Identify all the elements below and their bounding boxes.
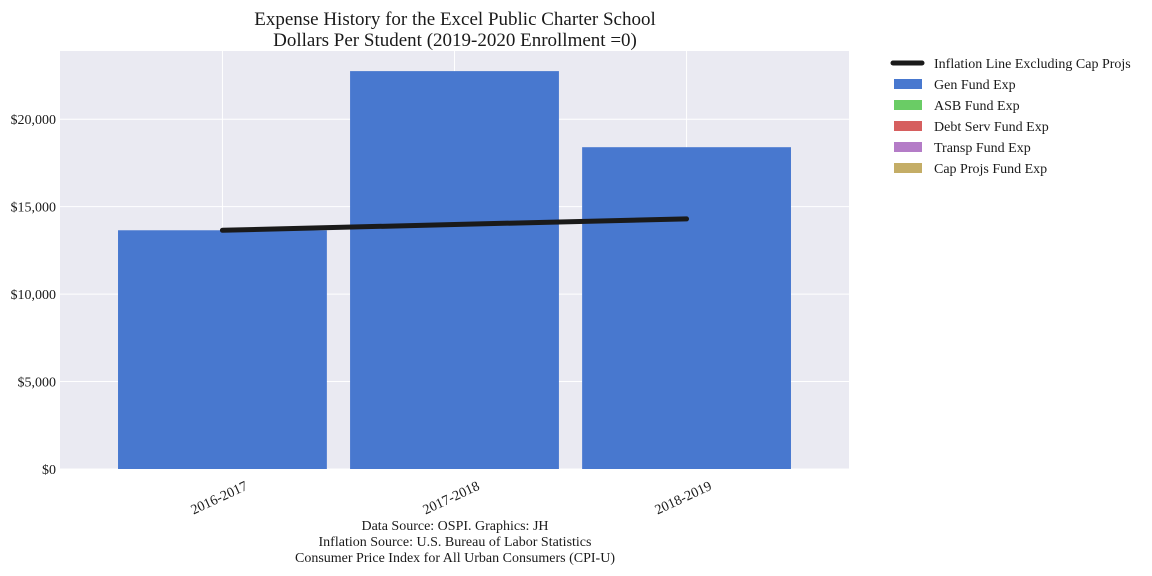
- legend-label-asb-fund-exp: ASB Fund Exp: [934, 99, 1020, 114]
- footnote-line-2: Inflation Source: U.S. Bureau of Labor S…: [319, 535, 592, 550]
- legend-label-cap-projs-fund-exp: Cap Projs Fund Exp: [934, 162, 1047, 177]
- legend: Inflation Line Excluding Cap Projs Gen Fu…: [890, 57, 1131, 177]
- footnote: Data Source: OSPI. Graphics: JH Inflatio…: [295, 519, 615, 566]
- footnote-line-1: Data Source: OSPI. Graphics: JH: [361, 519, 548, 534]
- legend-label-gen-fund-exp: Gen Fund Exp: [934, 78, 1016, 93]
- y-tick-label: $15,000: [11, 201, 57, 216]
- inflation-line: [219, 216, 690, 233]
- x-axis-ticks: 2016-2017 2017-2018 2018-2019: [189, 479, 714, 518]
- legend-swatch-gen-fund-exp: [894, 79, 922, 89]
- legend-label-debt-serv-fund-exp: Debt Serv Fund Exp: [934, 120, 1049, 135]
- bar-gen-fund-exp-2017-2018: [350, 71, 559, 469]
- y-tick-label: $10,000: [11, 288, 57, 303]
- y-tick-label: $0: [42, 463, 56, 478]
- x-tick-label: 2018-2019: [653, 479, 714, 518]
- legend-swatch-debt-serv-fund-exp: [894, 121, 922, 131]
- legend-label-transp-fund-exp: Transp Fund Exp: [934, 141, 1031, 156]
- legend-label-inflation-line-excluding-cap-projs: Inflation Line Excluding Cap Projs: [934, 57, 1131, 72]
- bar-gen-fund-exp-2016-2017: [118, 230, 327, 469]
- footnote-line-3: Consumer Price Index for All Urban Consu…: [295, 551, 615, 566]
- bar-gen-fund-exp-2018-2019: [582, 147, 791, 469]
- y-axis-ticks: $0 $5,000 $10,000 $15,000 $20,000: [11, 113, 57, 478]
- chart-title-line-2: Dollars Per Student (2019-2020 Enrollmen…: [273, 30, 637, 51]
- chart-title: Expense History for the Excel Public Cha…: [254, 9, 656, 51]
- x-tick-label: 2016-2017: [189, 479, 250, 518]
- chart-title-line-1: Expense History for the Excel Public Cha…: [254, 9, 656, 30]
- inflation-line-layer: [219, 216, 690, 233]
- x-tick-label: 2017-2018: [421, 479, 482, 518]
- bars: [118, 71, 791, 469]
- y-tick-label: $5,000: [18, 376, 57, 391]
- legend-swatch-cap-projs-fund-exp: [894, 163, 922, 173]
- y-tick-label: $20,000: [11, 113, 57, 128]
- legend-swatch-transp-fund-exp: [894, 142, 922, 152]
- legend-swatch-asb-fund-exp: [894, 100, 922, 110]
